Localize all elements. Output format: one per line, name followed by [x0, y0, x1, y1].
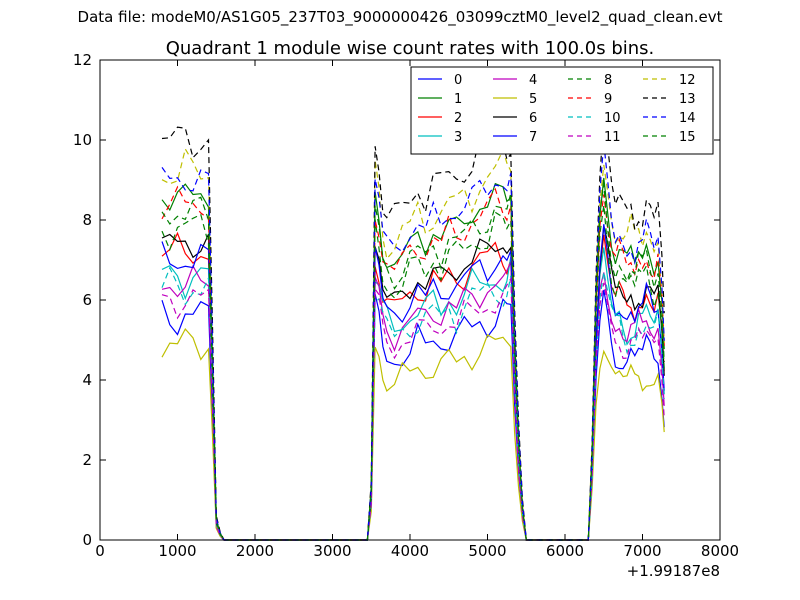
x-tick-label: 7000 — [623, 542, 661, 560]
legend-label-15: 15 — [679, 130, 696, 145]
x-tick-label: 1000 — [158, 542, 196, 560]
y-tick-label: 0 — [82, 531, 92, 549]
y-tick-label: 4 — [82, 371, 92, 389]
x-tick-label: 3000 — [313, 542, 351, 560]
legend-label-8: 8 — [604, 73, 612, 88]
y-tick-label: 2 — [82, 451, 92, 469]
legend-label-4: 4 — [529, 73, 537, 88]
x-tick-label: 6000 — [546, 542, 584, 560]
legend-frame — [410, 66, 714, 155]
series-line-15 — [161, 184, 665, 541]
legend-label-9: 9 — [604, 92, 612, 107]
legend-label-12: 12 — [679, 73, 696, 88]
y-tick-label: 6 — [82, 291, 92, 309]
legend-label-2: 2 — [454, 111, 462, 126]
x-tick-label: 2000 — [236, 542, 274, 560]
chart-title: Quadrant 1 module wise count rates with … — [166, 38, 655, 59]
series-line-14 — [161, 142, 665, 541]
x-axis-offset-label: +1.99187e8 — [627, 562, 720, 580]
legend-label-10: 10 — [604, 111, 621, 126]
legend-label-0: 0 — [454, 73, 462, 88]
legend-label-13: 13 — [679, 92, 696, 107]
legend-label-3: 3 — [454, 130, 462, 145]
x-tick-label: 5000 — [468, 542, 506, 560]
y-tick-label: 12 — [73, 51, 92, 69]
series-layer — [161, 119, 665, 541]
legend-label-5: 5 — [529, 92, 537, 107]
legend-label-1: 1 — [454, 92, 462, 107]
x-tick-label: 8000 — [701, 542, 739, 560]
legend-label-11: 11 — [604, 130, 621, 145]
x-tick-label: 0 — [95, 542, 105, 560]
y-tick-label: 10 — [73, 131, 92, 149]
legend-label-7: 7 — [529, 130, 537, 145]
legend-label-14: 14 — [679, 111, 696, 126]
figure-suptitle: Data file: modeM0/AS1G05_237T03_90000004… — [77, 8, 723, 26]
ticks-layer: 0 1000 2000 3000 4000 5000 6000 7000 80000246810… — [73, 51, 739, 560]
y-tick-label: 8 — [82, 211, 92, 229]
legend-label-6: 6 — [529, 111, 537, 126]
x-tick-label: 4000 — [391, 542, 429, 560]
